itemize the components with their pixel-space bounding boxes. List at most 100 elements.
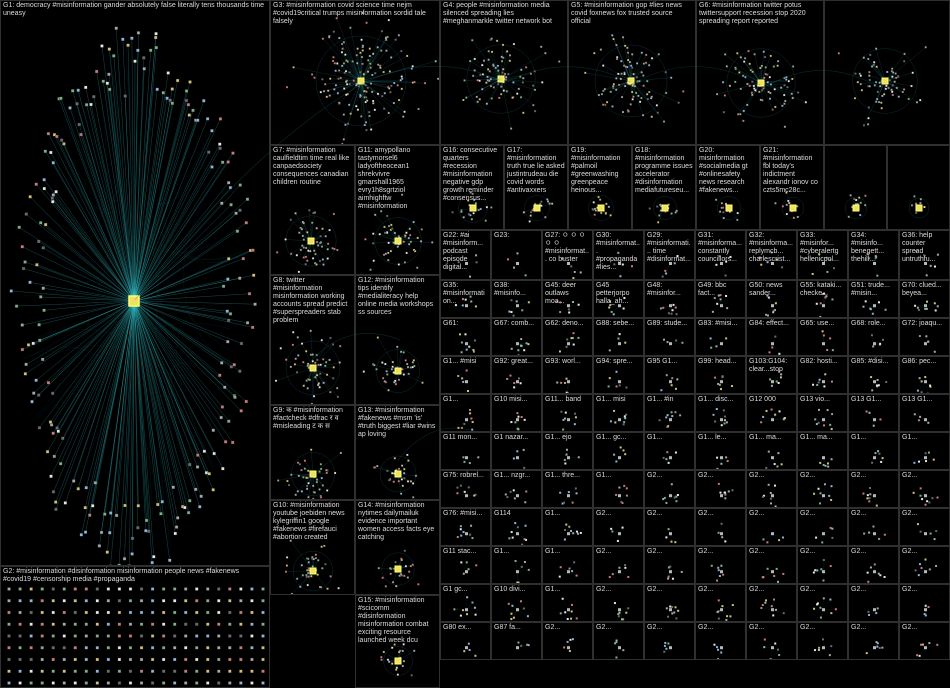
network-group-panel: G1... [899,432,950,470]
network-group-panel: G6: #misinformation twitter potus twitte… [696,0,824,145]
network-group-panel: G1... ma... [746,432,797,470]
group-label: G50: news sander... [747,281,796,299]
network-group-panel: G2... [593,622,644,660]
group-label: G65: use... [798,319,847,329]
group-label: G35: #misinformation... [441,281,490,307]
group-label: G99: head... [696,357,745,367]
group-label: G2... [900,623,949,633]
network-group-panel: G3: #misinformation covid science time n… [270,0,440,145]
group-label: G84: effect... [747,319,796,329]
network-group-panel: G1... [440,394,491,432]
network-group-panel: G103:G104: clear...stop [746,356,797,394]
network-group-panel: G38: #misinfo... [491,280,542,318]
network-group-panel: G4: people #misinformation media silence… [440,0,568,145]
network-group-panel: G9: क #misinformation #factcheck #dfrac … [270,405,355,500]
group-label: G22: #ai #misinform... podcast episode d… [441,231,490,273]
network-group-panel: G13 G1... [848,394,899,432]
network-group-panel: G2... [746,470,797,508]
network-group-panel: G10 misi... [491,394,542,432]
network-group-panel: G11 stac... [440,546,491,584]
group-label: G2... [645,471,694,481]
network-group-panel: G19: #misinformation #palmoil #greenwash… [568,145,632,230]
network-group-panel: G49: bbc fact... [695,280,746,318]
network-graph [825,146,887,230]
network-group-panel: G13: #misinformation #fakenews #msm 'is'… [355,405,440,500]
network-group-panel: G30: #misinformat... #propaganda #lies..… [593,230,644,280]
group-label: G2... [645,509,694,519]
group-label: G92: great... [492,357,541,367]
network-group-panel: G50: news sander... [746,280,797,318]
group-label: G2... [645,623,694,633]
group-label: G2... [849,547,898,557]
group-label: G33: #misinfor... #cyberalertg hellenicp… [798,231,847,265]
network-group-panel: G2... [899,622,950,660]
network-group-panel: G2... [695,584,746,622]
group-label: G34: #misinfo... benegett... thehill... [849,231,898,265]
network-group-panel: G2... [746,622,797,660]
network-group-panel: G1... le... [695,432,746,470]
group-label: G2... [900,509,949,519]
group-label: G1... [543,509,592,519]
network-group-panel: G18: #misinformation programme issues ac… [632,145,696,230]
network-group-panel: G51: trude... #misin... [848,280,899,318]
group-label: G1... #in [645,395,694,405]
group-label: G4: people #misinformation media silence… [441,1,567,27]
group-label: G2... [849,471,898,481]
network-group-panel: G65: use... [797,318,848,356]
network-graph [1,567,270,688]
network-group-panel: G114 [491,508,542,546]
group-label: G49: bbc fact... [696,281,745,299]
network-group-panel: G2... [797,508,848,546]
group-label: G51: trude... #misin... [849,281,898,299]
group-label: G14: #misinformation nytimes dailymailuk… [356,501,439,543]
network-group-panel: G2... [593,584,644,622]
network-group-panel: G61: [440,318,491,356]
network-group-panel: G1... #misi [440,356,491,394]
group-label: G1 gc... [441,585,490,595]
group-label: G2... [747,509,796,519]
group-label: G89: stude... [645,319,694,329]
network-group-panel: G2... [848,508,899,546]
network-group-panel: G7: #misinformation caulfieldtim time re… [270,145,355,275]
network-group-panel [824,145,887,230]
group-label: G2... [594,509,643,519]
network-group-panel: G85: #disi... [848,356,899,394]
group-label: G36: help counter spread untruthfu... [900,231,949,265]
network-group-panel: G86: pec... [899,356,950,394]
group-label: G2: #misinformation #disinformation misi… [1,567,269,585]
network-group-panel: G1... [491,546,542,584]
group-label: G2... [849,623,898,633]
network-group-panel: G82: hosti... [797,356,848,394]
network-group-panel: G2... [848,622,899,660]
network-group-panel: G20: misinformation #socialmedia gt #onl… [696,145,760,230]
network-group-panel: G2... [593,508,644,546]
network-group-panel: G45: deer outlaws moa... [542,280,593,318]
group-label: G1... [441,395,490,405]
network-group-panel: G1... [644,432,695,470]
network-group-panel: G1... misi [593,394,644,432]
group-label: G72: joaqu... [900,319,949,329]
network-group-panel: G27: ㅇ ㅇ ㅇ ㅇ ㅇ #misinformat... co buster [542,230,593,280]
group-label: G5: #misinformation gop #lies news covid… [569,1,695,27]
group-label: G2... [798,547,847,557]
network-group-panel: G2... [644,508,695,546]
group-label: G11 mon... [441,433,490,443]
network-group-panel: G80 ex... [440,622,491,660]
group-label: G45 petterjorpo halla_ah... [594,281,643,307]
network-group-panel: G2... [899,508,950,546]
group-label: G1... [543,585,592,595]
network-group-panel: G88: sebe... [593,318,644,356]
network-group-panel: G1 gc... [440,584,491,622]
group-label: G2... [696,585,745,595]
group-label: G2... [696,509,745,519]
network-group-panel: G1... #in [644,394,695,432]
network-group-panel: G93: worl... [542,356,593,394]
network-group-panel: G2... [644,584,695,622]
group-label: G48: #misinfor... [645,281,694,299]
group-label: G11... band [543,395,592,405]
group-label: G3: #misinformation covid science time n… [271,1,439,27]
network-graph [825,1,950,145]
group-label: G9: क #misinformation #factcheck #dfrac … [271,406,354,432]
network-group-panel: G48: #misinfor... [644,280,695,318]
group-label: G70: clued... beyea... [900,281,949,299]
